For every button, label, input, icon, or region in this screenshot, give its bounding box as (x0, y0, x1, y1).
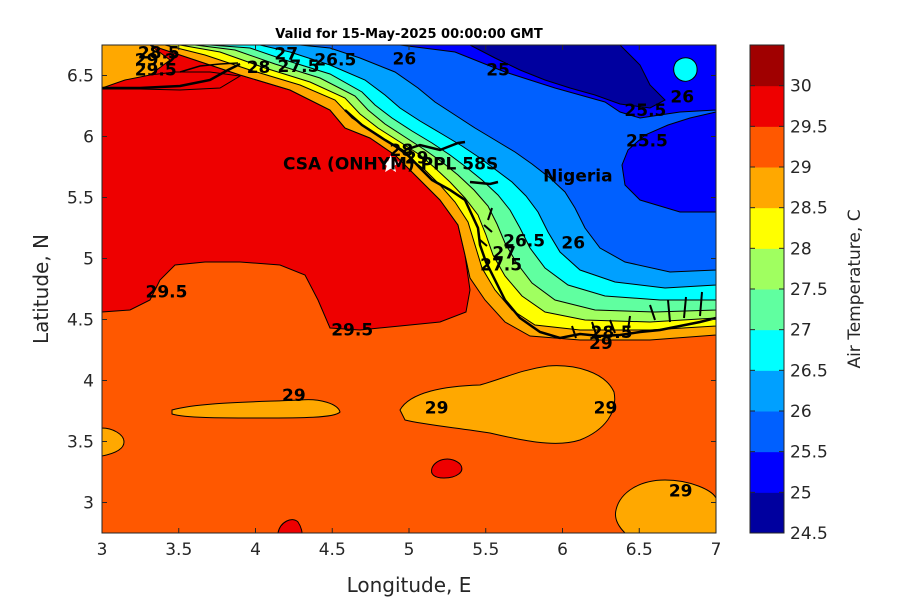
colorbar: 24.5 25 25.5 26 26.5 27 27.5 28 28.5 29 29.5 30 (749, 44, 828, 544)
colorbar-tick-label: 25 (790, 483, 812, 503)
colorbar-tick-label: 28.5 (790, 199, 828, 219)
y-tick-label: 3 (83, 494, 94, 514)
colorbar-segment (750, 167, 784, 209)
contour-label: 26.5 (314, 51, 356, 71)
colorbar-segment (750, 126, 784, 168)
y-tick-label: 4.5 (67, 311, 94, 331)
region-28-5-patch-c (615, 479, 716, 533)
region-28-5-patch-d (102, 427, 125, 457)
colorbar-tick-label: 24.5 (790, 524, 828, 544)
colorbar-segment (750, 289, 784, 331)
contour-labels: 28.529.229.527 26.528 27.5 262525.52625.528… (135, 43, 694, 501)
boundary (179, 62, 239, 73)
contour-label: 29.5 (331, 320, 373, 340)
contour-label: 29 (425, 398, 449, 418)
colorbar-segment (750, 329, 784, 371)
contour-label: 25.5 (624, 101, 666, 121)
map-annotations: CSA (ONHYM) PPL 58S Nigeria (283, 154, 613, 186)
colorbar-segment (750, 85, 784, 127)
colorbar-tick-label: 26 (790, 402, 812, 422)
y-tick-label: 3.5 (67, 433, 94, 453)
x-tick-label: 3 (97, 540, 108, 560)
contour-label: 28 (247, 58, 271, 78)
contour-label: 28.5 (138, 43, 180, 63)
region-24-5 (469, 45, 666, 109)
colorbar-tick-label: 30 (790, 77, 812, 97)
colorbar-segment (750, 451, 784, 493)
plot-area (102, 45, 716, 533)
colorbar-tick-label: 27 (790, 321, 812, 341)
y-tick-label: 4 (83, 372, 94, 392)
contour-label: 29 (282, 386, 306, 406)
region-28-5-patch-a (171, 399, 341, 419)
colorbar-segment (750, 370, 784, 412)
colorbar-tick-label: 29.5 (790, 117, 828, 137)
colorbar-label: Air Temperature, C (845, 209, 865, 368)
region-29-5-spot-b (277, 519, 303, 533)
colorbar-tick-label: 28 (790, 239, 812, 259)
coastline (102, 62, 716, 340)
y-axis-ticks: 3 3.5 4 4.5 5 5.5 6 6.5 (67, 67, 716, 514)
contour-label: 26.5 (503, 231, 545, 251)
colorbar-segment (750, 45, 784, 87)
colorbar-segment (750, 248, 784, 290)
colorbar-segment (750, 207, 784, 249)
x-tick-label: 5 (404, 540, 415, 560)
contour-label: 27 (274, 45, 298, 65)
colorbar-tick-label: 25.5 (790, 443, 828, 463)
site-star-marker (381, 155, 400, 173)
contour-label: 29.5 (135, 61, 177, 81)
contour-label: 29.5 (145, 283, 187, 303)
contour-label: 25.5 (626, 131, 668, 151)
country-label: Nigeria (543, 167, 612, 187)
contour-label: 28 (389, 141, 413, 161)
contour-label: 29 (589, 334, 613, 354)
contour-label: 29 (669, 481, 693, 501)
contour-label: 29 (594, 398, 618, 418)
colorbar-tick-label: 27.5 (790, 280, 828, 300)
x-tick-label: 6 (557, 540, 568, 560)
region-29-5-spot-a (431, 458, 463, 479)
contour-label: 27.5 (480, 256, 522, 276)
contour-label: 29.2 (135, 51, 177, 71)
contour-label: 26 (670, 87, 694, 107)
y-tick-label: 5.5 (67, 189, 94, 209)
x-axis-label: Longitude, E (347, 573, 472, 597)
contour-label: 25 (486, 61, 510, 81)
y-tick-label: 6 (83, 128, 94, 148)
colorbar-segment (750, 492, 784, 534)
colorbar-segment (750, 411, 784, 453)
river-inlets (479, 207, 703, 339)
x-axis-ticks: 3 3.5 4 4.5 5 5.5 6 6.5 7 (97, 45, 722, 560)
contour-label: 26 (393, 50, 417, 70)
x-tick-label: 4 (250, 540, 261, 560)
chart-title: Valid for 15-May-2025 00:00:00 GMT (275, 27, 543, 42)
region-28-5-patch-b (399, 365, 616, 444)
contour-label: 27.5 (278, 57, 320, 77)
site-label: CSA (ONHYM) PPL 58S (283, 154, 498, 174)
contour-label: 28.5 (591, 323, 633, 343)
y-axis-label: Latitude, N (29, 234, 53, 344)
x-tick-label: 5.5 (472, 540, 499, 560)
colorbar-tick-label: 29 (790, 158, 812, 178)
x-tick-label: 4.5 (319, 540, 346, 560)
x-tick-label: 7 (711, 540, 722, 560)
contour-label: 27 (492, 244, 516, 264)
x-tick-label: 6.5 (626, 540, 653, 560)
contour-label: 29 (405, 148, 429, 168)
contour-label: 26 (561, 234, 585, 254)
region-26-blob (673, 57, 698, 82)
y-tick-label: 6.5 (67, 67, 94, 87)
y-tick-label: 5 (83, 250, 94, 270)
colorbar-tick-label: 26.5 (790, 361, 828, 381)
x-tick-label: 3.5 (165, 540, 192, 560)
